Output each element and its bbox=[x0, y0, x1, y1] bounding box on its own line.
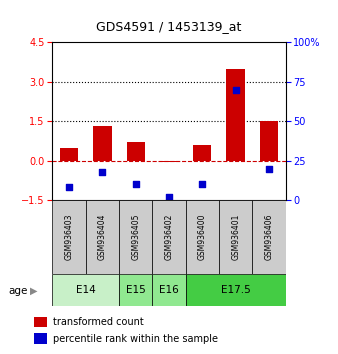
Text: GSM936402: GSM936402 bbox=[165, 214, 173, 261]
Point bbox=[100, 169, 105, 175]
Text: percentile rank within the sample: percentile rank within the sample bbox=[53, 333, 218, 343]
Text: GSM936401: GSM936401 bbox=[231, 214, 240, 261]
Text: transformed count: transformed count bbox=[53, 317, 144, 327]
Point bbox=[133, 181, 138, 187]
Point bbox=[66, 184, 72, 190]
Bar bbox=[226, 69, 245, 161]
Text: ▶: ▶ bbox=[30, 286, 37, 296]
Bar bbox=[252, 200, 286, 274]
Text: E14: E14 bbox=[76, 285, 96, 295]
Text: GSM936403: GSM936403 bbox=[65, 214, 74, 261]
Point bbox=[266, 166, 272, 171]
Point bbox=[166, 194, 172, 200]
Bar bbox=[126, 142, 145, 161]
Bar bbox=[52, 200, 86, 274]
Text: E17.5: E17.5 bbox=[221, 285, 250, 295]
Bar bbox=[260, 121, 278, 161]
Bar bbox=[52, 274, 119, 306]
Text: GSM936405: GSM936405 bbox=[131, 214, 140, 261]
Bar bbox=[152, 200, 186, 274]
Bar bbox=[186, 200, 219, 274]
Bar bbox=[219, 200, 252, 274]
Bar bbox=[86, 200, 119, 274]
Text: GDS4591 / 1453139_at: GDS4591 / 1453139_at bbox=[96, 20, 242, 33]
Bar bbox=[93, 126, 112, 161]
Text: GSM936400: GSM936400 bbox=[198, 214, 207, 261]
Bar bbox=[60, 148, 78, 161]
Bar bbox=[193, 145, 212, 161]
Bar bbox=[34, 333, 47, 343]
Bar bbox=[119, 274, 152, 306]
Text: E16: E16 bbox=[159, 285, 179, 295]
Bar bbox=[34, 316, 47, 327]
Text: age: age bbox=[8, 286, 28, 296]
Text: E15: E15 bbox=[126, 285, 146, 295]
Point bbox=[200, 181, 205, 187]
Point bbox=[233, 87, 238, 93]
Bar bbox=[160, 161, 178, 162]
Bar bbox=[119, 200, 152, 274]
Text: GSM936406: GSM936406 bbox=[264, 214, 273, 261]
Text: GSM936404: GSM936404 bbox=[98, 214, 107, 261]
Bar bbox=[186, 274, 286, 306]
Bar bbox=[152, 274, 186, 306]
